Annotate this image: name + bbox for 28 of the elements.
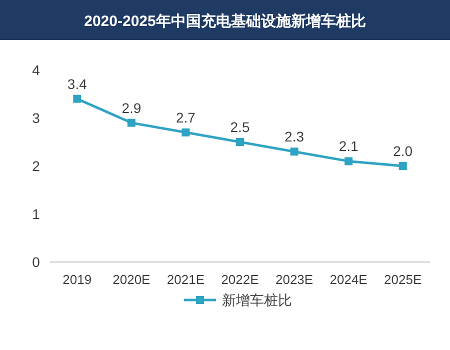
data-label: 2.0 bbox=[393, 143, 413, 159]
point bbox=[344, 157, 353, 166]
data-label: 2.3 bbox=[284, 128, 304, 145]
x-tick-label: 2025E bbox=[384, 272, 422, 287]
y-tick-label: 1 bbox=[32, 206, 40, 222]
point bbox=[182, 128, 190, 136]
point bbox=[398, 162, 407, 170]
x-tick-label: 2022E bbox=[221, 272, 260, 287]
x-tick-label: 2019 bbox=[62, 272, 92, 287]
data-label: 2.1 bbox=[338, 138, 359, 154]
chart-title: 2020-2025年中国充电基础设施新增车桩比 bbox=[84, 12, 366, 30]
x-tick-label: 2020E bbox=[112, 272, 151, 287]
y-tick-label: 0 bbox=[32, 254, 40, 270]
legend-label: 新增车桩比 bbox=[222, 292, 292, 308]
data-label: 2.5 bbox=[230, 119, 250, 135]
y-tick-label: 4 bbox=[32, 62, 40, 78]
x-tick-label: 2023E bbox=[275, 272, 314, 287]
data-label: 2.7 bbox=[176, 109, 196, 126]
y-tick-label: 2 bbox=[32, 158, 40, 174]
x-tick-label: 2024E bbox=[330, 272, 368, 287]
y-tick-label: 3 bbox=[32, 110, 40, 126]
point bbox=[73, 94, 82, 103]
point bbox=[290, 148, 298, 156]
data-label: 2.9 bbox=[122, 100, 142, 116]
data-label: 3.4 bbox=[67, 76, 88, 92]
point bbox=[236, 138, 244, 146]
point bbox=[127, 118, 136, 127]
x-tick-label: 2021E bbox=[166, 272, 205, 287]
